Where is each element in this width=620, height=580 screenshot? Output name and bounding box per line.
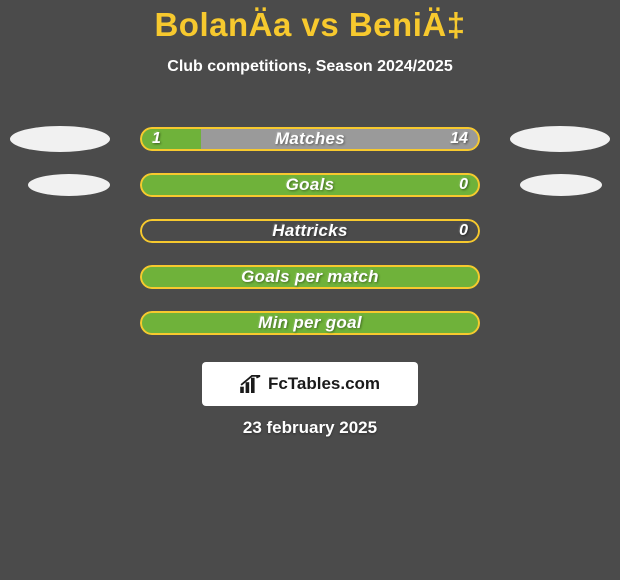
stat-row: Goals per match [0,254,620,300]
logo-text: FcTables.com [268,374,380,394]
stat-label: Goals [140,173,480,197]
stat-label: Hattricks [140,219,480,243]
stat-value-right: 0 [459,173,468,197]
stat-row: Goals0 [0,162,620,208]
stats-card: BolanÄa vs BeniÄ‡ Club competitions, Sea… [0,0,620,580]
stat-bar: Min per goal [140,311,480,335]
stat-bar: Goals per match [140,265,480,289]
fctables-icon [240,375,262,393]
stat-bar: Goals0 [140,173,480,197]
stat-row: Min per goal [0,300,620,346]
stat-label: Matches [140,127,480,151]
subtitle: Club competitions, Season 2024/2025 [0,58,620,76]
stat-value-right: 14 [450,127,468,151]
stat-rows: Matches114Goals0Hattricks0Goals per matc… [0,116,620,346]
stat-label: Goals per match [140,265,480,289]
logo-box: FcTables.com [202,362,418,406]
stat-label: Min per goal [140,311,480,335]
stat-value-right: 0 [459,219,468,243]
side-ellipse-right [510,126,610,152]
stat-row: Hattricks0 [0,208,620,254]
side-ellipse-right [520,174,602,196]
page-title: BolanÄa vs BeniÄ‡ [0,6,620,44]
side-ellipse-left [28,174,110,196]
stat-row: Matches1 14 [0,116,620,162]
side-ellipse-left [10,126,110,152]
stat-value-left: 1 [152,127,161,151]
date-label: 23 february 2025 [0,418,620,438]
stat-bar: Hattricks0 [140,219,480,243]
stat-bar: Matches1 14 [140,127,480,151]
